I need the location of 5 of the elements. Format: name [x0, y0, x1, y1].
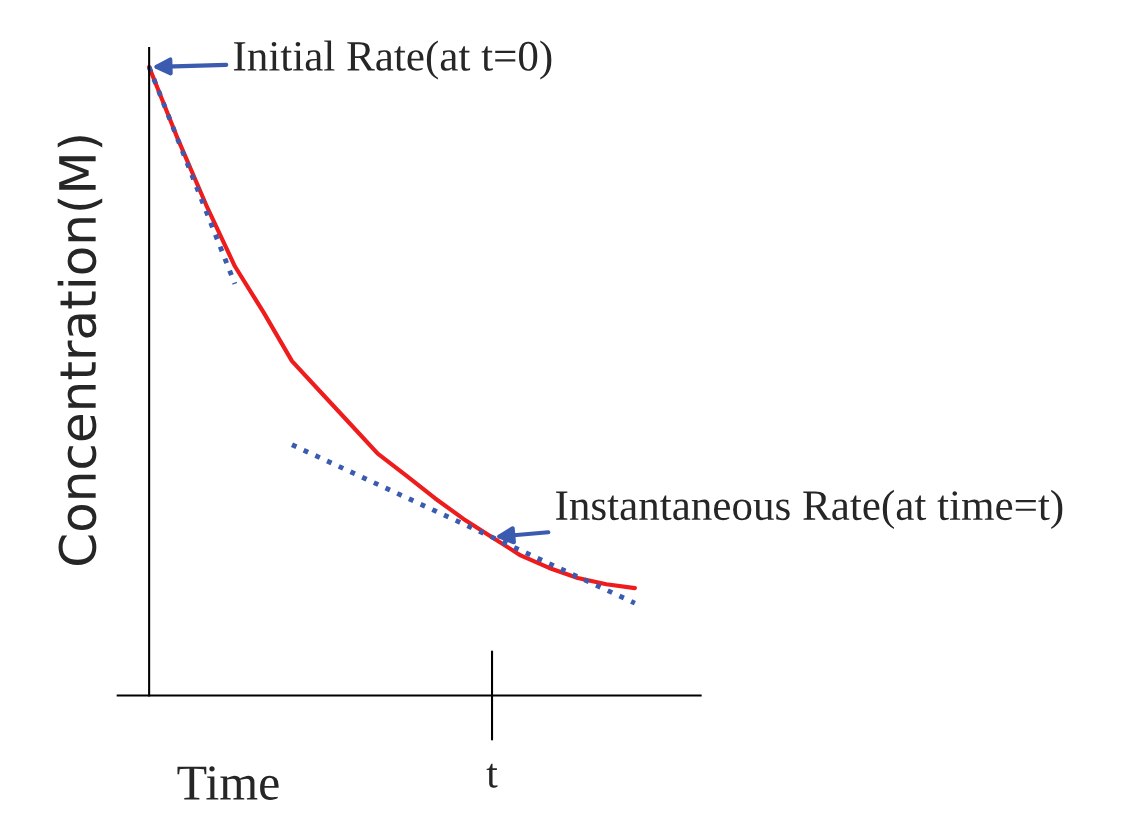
annotation: Initial Rate(at t=0) [234, 40, 552, 80]
annotation: Instantaneous Rate(at time=t) [556, 489, 1063, 529]
x-axis-title: Time [177, 766, 279, 800]
y-axis-title: Concentration(M) [57, 136, 103, 565]
text: t [486, 763, 498, 788]
